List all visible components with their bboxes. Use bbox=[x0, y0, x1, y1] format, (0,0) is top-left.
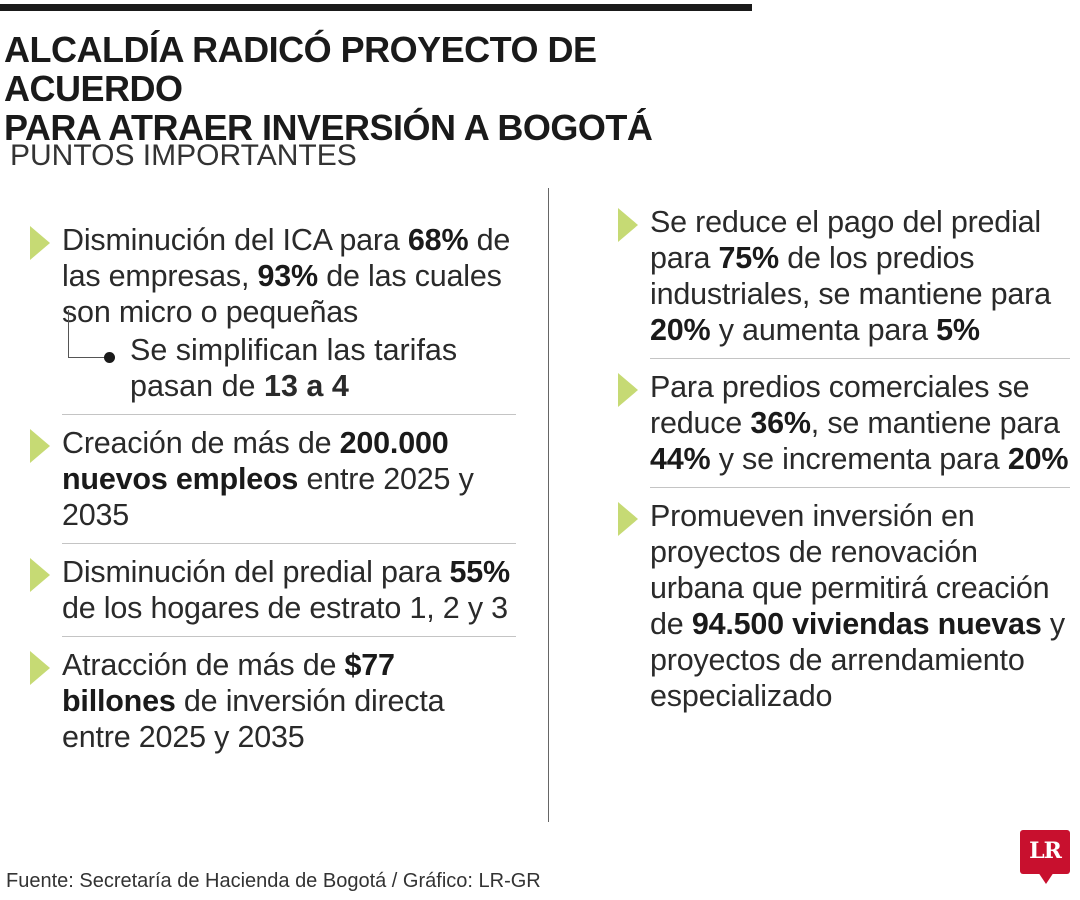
item-separator bbox=[62, 543, 516, 544]
highlight-value: 93% bbox=[257, 259, 319, 293]
text-run: y proyectos de arrendamiento especializa… bbox=[650, 607, 1065, 713]
highlight-value: 36% bbox=[750, 406, 811, 440]
highlight-value: $77 billones bbox=[62, 648, 395, 718]
column-divider bbox=[548, 188, 549, 822]
title-line-1: ALCALDÍA RADICÓ PROYECTO DE ACUERDO bbox=[4, 29, 597, 109]
connector-line bbox=[68, 310, 107, 358]
left-item-3: Disminución del predial para 55% de los … bbox=[30, 554, 516, 626]
item-text: Promueven inversión en proyectos de reno… bbox=[650, 498, 1070, 714]
arrow-bullet-icon bbox=[618, 502, 638, 536]
text-run: y se incrementa para bbox=[710, 442, 1008, 476]
highlight-value: 20% bbox=[1007, 442, 1069, 476]
arrow-bullet-icon bbox=[30, 651, 50, 685]
highlight-value: 75% bbox=[718, 241, 780, 275]
text-run: Se reduce el pago del predial para bbox=[650, 205, 1041, 275]
arrow-bullet-icon bbox=[618, 373, 638, 407]
right-item-2: Para predios comerciales se reduce 36%, … bbox=[618, 369, 1070, 477]
text-run: y aumenta para bbox=[710, 313, 937, 347]
right-column: Se reduce el pago del predial para 75% d… bbox=[618, 204, 1070, 714]
item-text: Disminución del ICA para 68% de las empr… bbox=[62, 222, 516, 330]
arrow-bullet-icon bbox=[30, 429, 50, 463]
arrow-bullet-icon bbox=[618, 208, 638, 242]
text-run: entre 2025 y 2035 bbox=[62, 462, 474, 532]
arrow-bullet-icon bbox=[30, 226, 50, 260]
item-separator bbox=[62, 636, 516, 637]
left-item-2: Creación de más de 200.000 nuevos empleo… bbox=[30, 425, 516, 533]
page-title: ALCALDÍA RADICÓ PROYECTO DE ACUERDO PARA… bbox=[4, 30, 774, 147]
item-text: Para predios comerciales se reduce 36%, … bbox=[650, 369, 1070, 477]
highlight-value: 13 a 4 bbox=[263, 369, 349, 403]
logo-text: LR bbox=[1029, 838, 1062, 864]
arrow-bullet-icon bbox=[30, 558, 50, 592]
item-separator bbox=[650, 487, 1070, 488]
text-run: Promueven inversión en proyectos de reno… bbox=[650, 499, 1050, 641]
title-line-2: PARA ATRAER INVERSIÓN A BOGOTÁ bbox=[4, 107, 653, 148]
item-text: Se reduce el pago del predial para 75% d… bbox=[650, 204, 1070, 348]
highlight-value: 5% bbox=[936, 313, 980, 347]
right-item-1: Se reduce el pago del predial para 75% d… bbox=[618, 204, 1070, 348]
text-run: de las empresas, bbox=[62, 223, 511, 293]
highlight-value: 20% bbox=[650, 313, 711, 347]
text-run: , se mantiene para bbox=[810, 406, 1060, 440]
text-run: de inversión directa entre 2025 y 2035 bbox=[62, 684, 445, 754]
left-item-1: Disminución del ICA para 68% de las empr… bbox=[30, 222, 516, 330]
text-run: de los predios industriales, se mantiene… bbox=[650, 241, 1051, 311]
left-item-4: Atracción de más de $77 billones de inve… bbox=[30, 647, 516, 755]
bullet-dot-icon bbox=[104, 352, 115, 363]
source-credit: Fuente: Secretaría de Hacienda de Bogotá… bbox=[6, 870, 541, 892]
text-run: Disminución del predial para bbox=[62, 555, 450, 589]
highlight-value: 94.500 viviendas nuevas bbox=[691, 607, 1042, 641]
top-rule bbox=[0, 4, 752, 11]
text-run: Creación de más de bbox=[62, 426, 340, 460]
logo-tail-shape bbox=[1038, 872, 1054, 884]
text-run: Disminución del ICA para bbox=[62, 223, 408, 257]
text-run: de los hogares de estrato 1, 2 y 3 bbox=[62, 591, 508, 625]
item-separator bbox=[650, 358, 1070, 359]
section-subtitle: PUNTOS IMPORTANTES bbox=[10, 139, 357, 172]
item-separator bbox=[62, 414, 516, 415]
left-column: Disminución del ICA para 68% de las empr… bbox=[30, 222, 516, 755]
highlight-value: 200.000 nuevos empleos bbox=[62, 426, 449, 496]
lr-logo: LR bbox=[1020, 830, 1070, 884]
item-text: Atracción de más de $77 billones de inve… bbox=[62, 647, 516, 755]
sub-point-text: Se simplifican las tarifas pasan de 13 a… bbox=[98, 332, 516, 404]
sub-point: Se simplifican las tarifas pasan de 13 a… bbox=[30, 310, 516, 404]
highlight-value: 68% bbox=[407, 223, 469, 257]
item-text: Creación de más de 200.000 nuevos empleo… bbox=[62, 425, 516, 533]
highlight-value: 44% bbox=[650, 442, 711, 476]
item-text: Disminución del predial para 55% de los … bbox=[62, 554, 516, 626]
text-run: Atracción de más de bbox=[62, 648, 345, 682]
right-item-3: Promueven inversión en proyectos de reno… bbox=[618, 498, 1070, 714]
text-run: de las cuales son micro o pequeñas bbox=[62, 259, 502, 329]
highlight-value: 55% bbox=[449, 555, 511, 589]
text-run: Para predios comerciales se reduce bbox=[650, 370, 1030, 440]
text-run: Se simplifican las tarifas pasan de bbox=[130, 333, 458, 403]
